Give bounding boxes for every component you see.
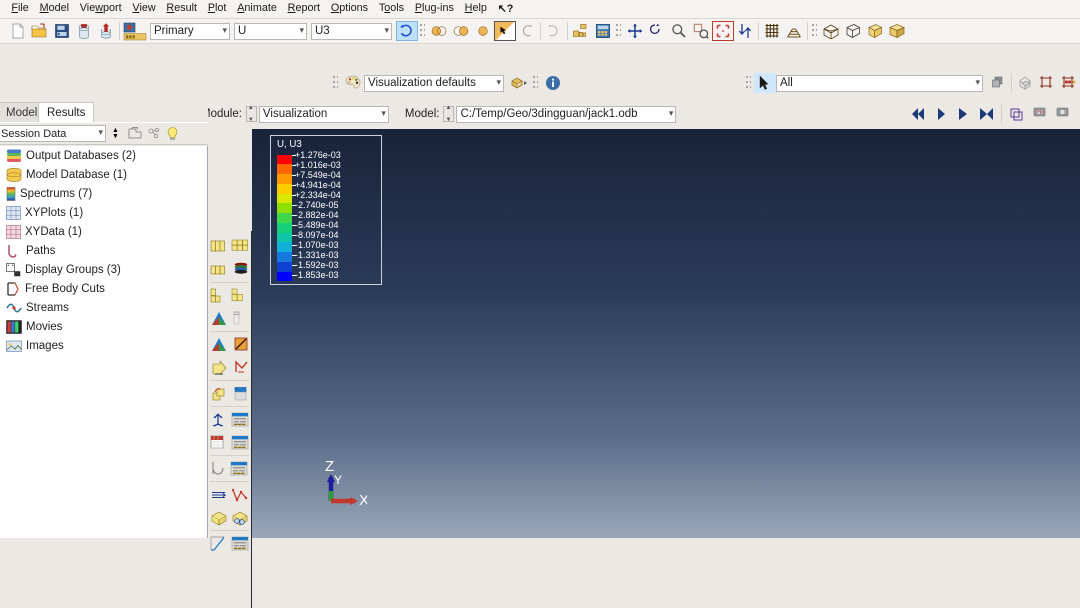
- svg-text:Y: Y: [334, 473, 342, 487]
- svg-text:X: X: [359, 492, 367, 509]
- svg-text:Z: Z: [325, 458, 334, 475]
